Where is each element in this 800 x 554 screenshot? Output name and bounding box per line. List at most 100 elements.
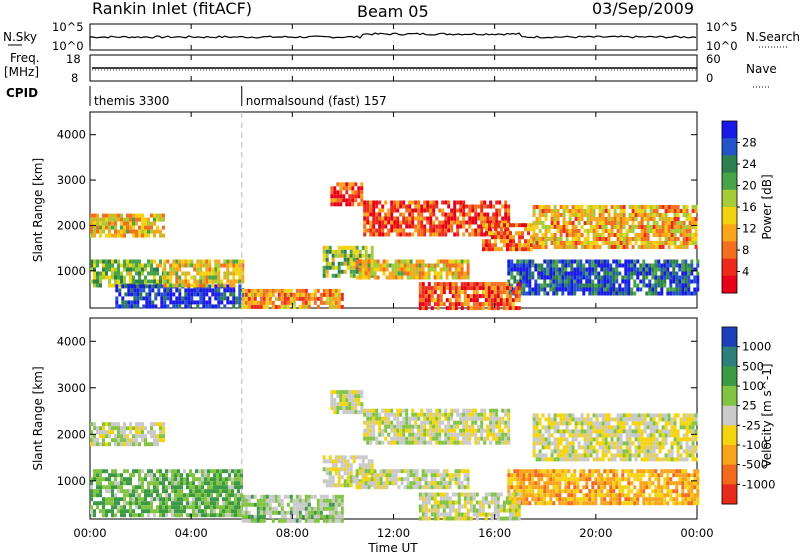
power-echo-region-9 — [482, 223, 533, 252]
freq-label: Freq. — [10, 51, 40, 65]
power-echo-region-4 — [241, 288, 344, 309]
velocity-echo-region-4 — [355, 469, 470, 490]
power-echo-region-7 — [330, 182, 364, 207]
power-ytick-3000: 3000 — [57, 173, 86, 187]
power-ytick-1000: 1000 — [57, 264, 86, 278]
xtick-0: 00:00 — [73, 526, 106, 540]
velocity-ytick-4000: 4000 — [57, 334, 86, 348]
velocity-colorbar-tick-6: -500 — [742, 458, 768, 472]
velocity-colorbar-swatch-2 — [722, 366, 737, 387]
cpid-mode-name-1: normalsound (fast) 157 — [246, 94, 387, 108]
velocity-colorbar-tick-1: 500 — [742, 359, 764, 373]
xtick-3: 12:00 — [377, 526, 410, 540]
power-colorbar-swatch-5 — [722, 207, 737, 225]
velocity-colorbar-tick-5: -100 — [742, 438, 768, 452]
velocity-colorbar-swatch-8 — [722, 484, 737, 505]
velocity-colorbar-swatch-7 — [722, 464, 737, 485]
power-colorbar-tick-4: 12 — [742, 222, 757, 236]
velocity-colorbar-swatch-3 — [722, 386, 737, 407]
power-echo-region-11 — [532, 205, 698, 249]
velocity-colorbar-tick-0: 1000 — [742, 340, 771, 354]
power-panel: 1000 2000 3000 4000 Slant Range [km] 28 24 20 16… — [31, 111, 774, 311]
nsearch-tick-bottom: 10^0 — [706, 39, 738, 53]
velocity-ytick-1000: 1000 — [57, 474, 86, 488]
power-colorbar-tick-0: 28 — [742, 136, 757, 150]
power-colorbar-label: Power [dB] — [760, 174, 774, 239]
nsky-series-line — [89, 32, 697, 47]
velocity-colorbar-tick-3: 25 — [742, 399, 757, 413]
time-axis-label: Time UT — [367, 541, 418, 554]
power-colorbar-swatch-0 — [722, 121, 737, 139]
nsky-tick-bottom: 10^0 — [52, 39, 84, 53]
power-echo-region-8 — [363, 200, 511, 237]
power-echo-region-0 — [90, 259, 165, 288]
power-colorbar-tick-1: 24 — [742, 157, 757, 171]
power-echo-region-2 — [90, 213, 165, 238]
power-ytick-4000: 4000 — [57, 128, 86, 142]
freq-trace — [92, 67, 697, 71]
xtick-2: 08:00 — [276, 526, 309, 540]
cpid-mode-name-0: themis 3300 — [94, 94, 169, 108]
power-colorbar-swatch-8 — [722, 258, 737, 277]
velocity-colorbar-tick-7: -1000 — [742, 477, 775, 491]
xtick-5: 20:00 — [579, 526, 612, 540]
xtick-1: 04:00 — [175, 526, 208, 540]
nsky-tick-top: 10^5 — [52, 20, 84, 34]
xtick-6: 00:00 — [680, 526, 713, 540]
velocity-colorbar-swatch-5 — [722, 425, 737, 446]
station-title: Rankin Inlet (fitACF) — [92, 0, 252, 18]
velocity-colorbar-swatch-0 — [722, 327, 737, 348]
nsearch-tick-top: 10^5 — [706, 20, 738, 34]
power-echo-region-12 — [418, 282, 521, 311]
velocity-colorbar-tick-2: 100 — [742, 379, 764, 393]
nave-tick-top: 60 — [706, 52, 721, 66]
power-colorbar-swatch-2 — [722, 155, 737, 174]
velocity-ylabel: Slant Range [km] — [31, 366, 45, 470]
power-ytick-2000: 2000 — [57, 218, 86, 232]
freq-unit-label: [MHz] — [4, 65, 39, 79]
velocity-ytick-3000: 3000 — [57, 381, 86, 395]
power-echo-region-3 — [163, 259, 245, 288]
power-ylabel: Slant Range [km] — [31, 158, 45, 262]
velocity-colorbar-swatch-4 — [722, 405, 737, 426]
velocity-echo-region-1 — [90, 469, 243, 518]
beam-title: Beam 05 — [357, 2, 429, 21]
velocity-panel: 1000 2000 3000 4000 Slant Range [km] 1000 500 1… — [31, 317, 775, 523]
velocity-echo-region-0 — [90, 422, 165, 447]
velocity-ytick-2000: 2000 — [57, 427, 86, 441]
power-colorbar-swatch-6 — [722, 224, 737, 242]
power-echo-region-6 — [355, 259, 470, 280]
power-colorbar-swatch-3 — [722, 172, 737, 191]
nsky-trace — [89, 32, 697, 47]
freq-tick-bottom: 8 — [71, 71, 78, 85]
freq-tick-top: 18 — [66, 52, 81, 66]
nsearch-label: N.Search — [746, 30, 800, 44]
nave-tick-bottom: 0 — [706, 71, 713, 85]
nave-label: Nave — [746, 62, 777, 76]
nsky-label: N.Sky — [3, 30, 37, 44]
cpid-mode-row: themis 3300 normalsound (fast) 157 — [89, 86, 387, 108]
velocity-colorbar-swatch-1 — [722, 346, 737, 367]
velocity-colorbar-swatch-6 — [722, 445, 737, 466]
power-colorbar-swatch-9 — [722, 275, 737, 294]
cpid-label: CPID — [6, 86, 38, 100]
power-colorbar-swatch-1 — [722, 138, 737, 156]
velocity-echo-region-8 — [532, 413, 698, 462]
power-colorbar-tick-6: 4 — [742, 265, 749, 279]
velocity-colorbar-label: Velocity [m s^-1] — [760, 363, 774, 467]
power-colorbar-swatch-4 — [722, 189, 737, 208]
velocity-echo-region-7 — [507, 469, 700, 506]
power-colorbar-tick-3: 16 — [742, 200, 757, 214]
velocity-echo-region-5 — [363, 408, 511, 445]
date-title: 03/Sep/2009 — [592, 0, 694, 18]
velocity-echo-region-9 — [418, 492, 521, 521]
xtick-4: 16:00 — [478, 526, 511, 540]
power-colorbar-tick-2: 20 — [742, 179, 757, 193]
velocity-echo-region-6 — [330, 390, 364, 415]
velocity-echo-region-2 — [241, 494, 344, 523]
power-colorbar-swatch-7 — [722, 241, 737, 260]
time-axis: 00:00 04:00 08:00 12:00 16:00 20:00 00:00 — [73, 24, 714, 540]
velocity-colorbar-tick-4: -25 — [742, 418, 761, 432]
power-colorbar-tick-5: 8 — [742, 243, 749, 257]
